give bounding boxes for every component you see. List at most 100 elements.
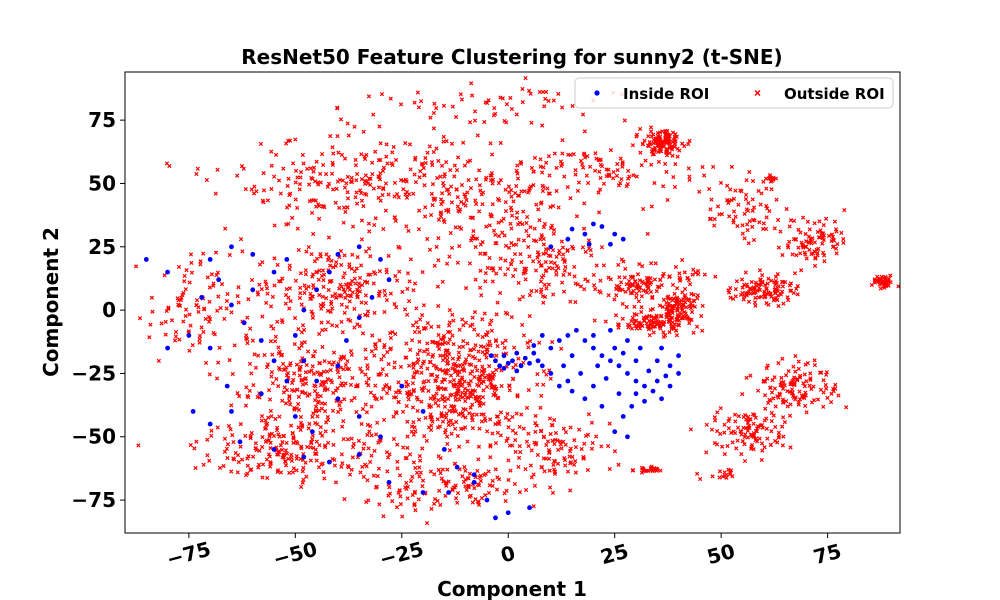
outside-roi-point — [830, 244, 836, 250]
outside-roi-point — [391, 395, 397, 400]
outside-roi-point — [260, 444, 265, 450]
outside-roi-point — [643, 158, 648, 163]
outside-roi-point — [509, 194, 514, 199]
outside-roi-point — [346, 317, 351, 322]
outside-roi-point — [360, 283, 365, 288]
outside-roi-point — [784, 399, 789, 404]
outside-roi-point — [798, 251, 803, 256]
outside-roi-point — [659, 313, 664, 319]
outside-roi-point — [760, 273, 765, 278]
outside-roi-point — [381, 417, 387, 423]
outside-roi-point — [317, 293, 322, 298]
outside-roi-point — [767, 209, 772, 214]
outside-roi-point — [197, 340, 202, 345]
outside-roi-point — [159, 321, 164, 326]
inside-roi-point — [518, 363, 524, 369]
outside-roi-point — [548, 260, 554, 265]
outside-roi-point — [687, 321, 692, 326]
outside-roi-point — [371, 186, 376, 191]
outside-roi-point — [305, 349, 311, 354]
outside-roi-point — [441, 479, 446, 484]
outside-roi-point — [264, 300, 269, 305]
outside-roi-point — [529, 448, 534, 453]
outside-roi-point — [541, 185, 546, 190]
outside-roi-point — [475, 332, 481, 338]
outside-roi-point — [215, 308, 220, 313]
inside-roi-point — [569, 388, 575, 394]
outside-roi-point — [547, 416, 553, 421]
inside-roi-point — [663, 373, 669, 379]
outside-roi-point — [751, 421, 756, 426]
outside-roi-point — [560, 151, 565, 156]
inside-roi-point — [582, 396, 588, 402]
outside-roi-point — [322, 358, 327, 364]
outside-roi-point — [370, 160, 375, 165]
outside-roi-point — [647, 139, 652, 145]
outside-roi-point — [541, 165, 546, 170]
outside-roi-point — [205, 453, 210, 458]
outside-roi-point — [267, 454, 272, 459]
outside-roi-point — [363, 249, 369, 254]
outside-roi-point — [325, 414, 330, 420]
outside-roi-point — [785, 404, 790, 409]
outside-roi-point — [673, 264, 678, 270]
outside-roi-point — [749, 279, 754, 285]
outside-roi-point — [707, 216, 713, 222]
outside-roi-point — [462, 386, 468, 391]
outside-roi-point — [349, 398, 354, 403]
outside-roi-point — [217, 345, 222, 350]
outside-roi-point — [582, 287, 587, 292]
outside-roi-point — [325, 257, 331, 263]
outside-roi-point — [280, 439, 285, 445]
outside-roi-point — [203, 360, 209, 366]
outside-roi-point — [443, 387, 448, 392]
outside-roi-point — [328, 279, 333, 284]
outside-roi-point — [173, 334, 178, 339]
inside-roi-point — [608, 327, 613, 333]
outside-roi-point — [419, 386, 424, 391]
outside-roi-point — [349, 179, 355, 185]
outside-roi-point — [268, 460, 273, 465]
outside-roi-point — [542, 221, 548, 227]
outside-roi-point — [764, 426, 769, 431]
outside-roi-point — [275, 262, 280, 267]
outside-roi-point — [460, 344, 466, 349]
outside-roi-point — [341, 287, 346, 292]
inside-roi-point — [207, 421, 213, 427]
outside-roi-point — [773, 176, 779, 181]
outside-roi-point — [639, 163, 644, 168]
outside-roi-point — [293, 278, 299, 283]
outside-roi-point — [544, 286, 549, 291]
inside-roi-point — [237, 439, 243, 445]
outside-roi-point — [440, 180, 446, 186]
outside-roi-point — [320, 294, 325, 299]
outside-roi-point — [754, 436, 759, 441]
outside-roi-point — [479, 496, 485, 501]
outside-roi-point — [455, 260, 460, 265]
outside-roi-point — [596, 190, 601, 195]
outside-roi-point — [247, 361, 253, 366]
outside-roi-point — [349, 175, 354, 181]
outside-roi-point — [338, 399, 343, 404]
outside-roi-point — [526, 233, 531, 238]
outside-roi-point — [484, 175, 489, 180]
outside-roi-point — [412, 370, 417, 376]
outside-roi-point — [597, 169, 602, 174]
outside-roi-point — [290, 161, 296, 166]
outside-roi-point — [413, 429, 418, 434]
outside-roi-point — [503, 415, 508, 420]
outside-roi-point — [276, 384, 281, 389]
outside-roi-point — [765, 281, 770, 286]
outside-roi-point — [276, 351, 281, 356]
outside-roi-point — [251, 191, 257, 196]
outside-roi-point — [411, 460, 417, 465]
outside-roi-point — [640, 141, 646, 147]
outside-roi-point — [674, 333, 680, 338]
outside-roi-point — [750, 217, 756, 222]
plot-frame — [124, 71, 901, 534]
outside-roi-point — [330, 160, 335, 165]
outside-roi-point — [404, 195, 410, 200]
outside-roi-point — [298, 364, 303, 369]
outside-roi-point — [246, 454, 251, 459]
outside-roi-point — [288, 299, 293, 304]
